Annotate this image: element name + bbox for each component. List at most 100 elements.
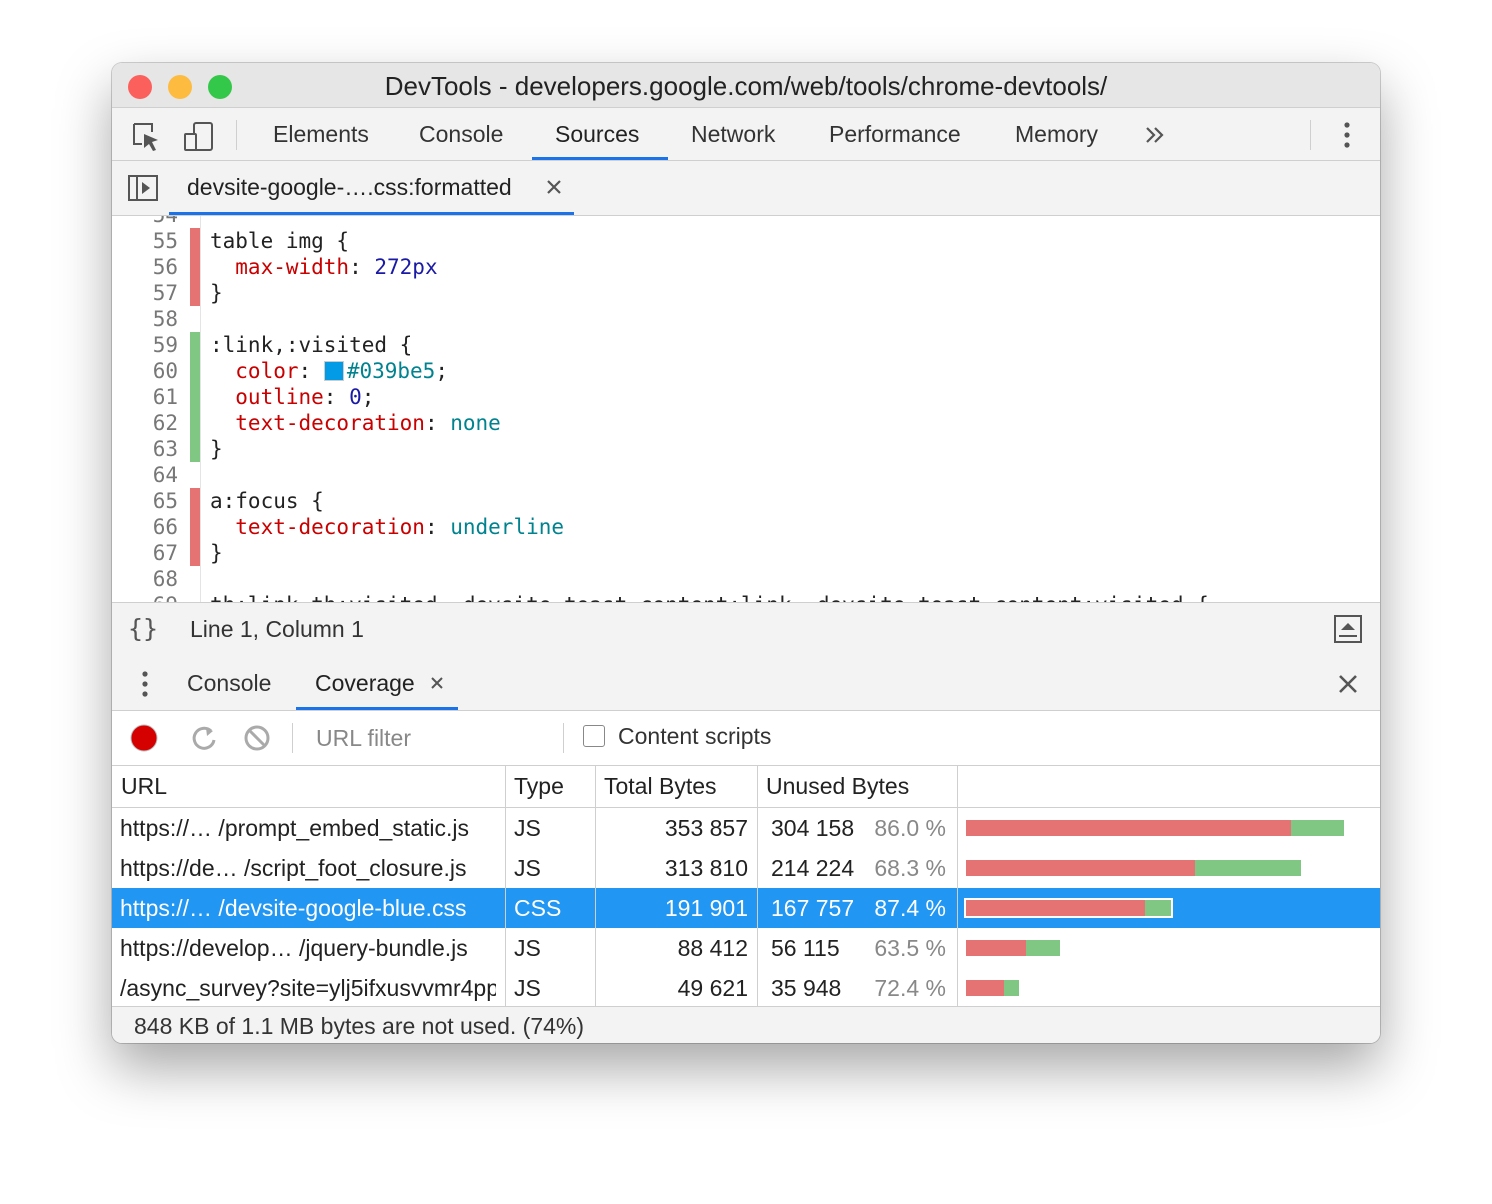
- coverage-marker: [190, 332, 200, 358]
- toolbar-icons: [133, 122, 213, 151]
- used-segment: [1025, 940, 1061, 956]
- coverage-marker: [190, 254, 200, 280]
- line-number: 57: [152, 281, 178, 305]
- type-cell: JS: [514, 975, 541, 1001]
- line-number: 68: [152, 567, 178, 591]
- column-header[interactable]: Type: [514, 773, 564, 799]
- type-cell: JS: [514, 815, 541, 841]
- gutter-border: [200, 216, 201, 602]
- unused-bytes-cell: 304 158: [771, 815, 855, 841]
- coverage-marker: [190, 410, 200, 436]
- usage-bar: [964, 898, 1173, 918]
- clear-button[interactable]: [244, 725, 270, 751]
- color-swatch[interactable]: [323, 361, 344, 381]
- code-token: underline: [450, 515, 565, 539]
- separator: [563, 723, 564, 753]
- column-header[interactable]: URL: [121, 773, 168, 799]
- usage-bar: [966, 980, 1019, 996]
- coverage-marker: [190, 280, 200, 306]
- url-filter[interactable]: URL filter: [316, 725, 411, 751]
- line-number: 63: [152, 437, 178, 461]
- window-title: DevTools - developers.google.com/web/too…: [384, 71, 1108, 101]
- total-bytes-cell: 49 621: [677, 975, 748, 1001]
- column-header[interactable]: Total Bytes: [604, 773, 717, 799]
- column-divider: [595, 766, 596, 1006]
- coverage-summary: 848 KB of 1.1 MB bytes are not used. (74…: [134, 1013, 585, 1039]
- coverage-marker: [190, 540, 200, 566]
- navigator-toggle[interactable]: [128, 175, 158, 201]
- close-button[interactable]: [128, 75, 152, 99]
- separator: [1310, 120, 1311, 150]
- reload-arrow: [206, 728, 213, 736]
- devtools-window: DevTools - developers.google.com/web/too…: [112, 63, 1380, 1043]
- table-row[interactable]: /async_survey?site=ylj5ifxusvvmr4pp6ae5l…: [112, 968, 1380, 1008]
- zoom-button[interactable]: [208, 75, 232, 99]
- unused-segment: [966, 860, 1195, 876]
- column-divider: [757, 766, 758, 1006]
- coverage-marker: [190, 358, 200, 384]
- column-divider: [505, 766, 506, 1006]
- drawer-close[interactable]: [1338, 674, 1358, 694]
- line-number: 62: [152, 411, 178, 435]
- code-token: outline: [210, 385, 324, 409]
- total-bytes-cell: 88 412: [677, 935, 748, 961]
- panel-tab[interactable]: Console: [419, 121, 504, 147]
- code-token: :: [424, 411, 451, 435]
- type-cell: JS: [514, 855, 541, 881]
- table-row[interactable]: https://… /devsite-google-blue.css CSS 191…: [112, 888, 1380, 928]
- code-token: :: [424, 515, 451, 539]
- table-row[interactable]: https://develop… /jquery-bundle.js JS 88 4…: [112, 928, 1380, 968]
- url-cell: https://… /devsite-google-blue.css: [120, 895, 467, 921]
- table-row[interactable]: https://… /prompt_embed_static.js JS 353 8…: [112, 808, 1380, 848]
- menu-icon[interactable]: [1342, 120, 1352, 150]
- line-number: 65: [152, 489, 178, 513]
- unused-percent-cell: 86.0 %: [874, 815, 946, 841]
- file-tab-close[interactable]: [546, 179, 562, 195]
- drawer-toggle[interactable]: [1334, 615, 1362, 643]
- url-cell: https://… /prompt_embed_static.js: [120, 815, 469, 841]
- drawer-tab[interactable]: Coverage: [315, 670, 415, 696]
- unused-bytes-cell: 56 115: [771, 935, 840, 961]
- coverage-controls: [130, 724, 270, 752]
- coverage-tab-close[interactable]: [430, 676, 444, 690]
- window-controls: [128, 75, 232, 99]
- code-token: :: [349, 255, 375, 279]
- inspect-icon[interactable]: [133, 123, 153, 145]
- file-tab[interactable]: devsite-google-….css:formatted: [187, 174, 512, 200]
- code-line: table img {: [210, 228, 349, 254]
- panel-tab[interactable]: Memory: [1015, 121, 1099, 147]
- line-number: 56: [152, 255, 178, 279]
- content-scripts-checkbox[interactable]: [583, 725, 605, 747]
- unused-segment: [966, 820, 1291, 836]
- coverage-table: URL Type Total Bytes Unused Bytes https://… …: [112, 766, 1380, 1008]
- panel-tab[interactable]: Sources: [555, 121, 640, 147]
- code-token: #039be5: [346, 359, 436, 383]
- drawer-tab[interactable]: Console: [187, 670, 272, 696]
- code-token: }: [210, 541, 223, 565]
- type-cell: JS: [514, 935, 541, 961]
- inspect-cursor: [144, 134, 158, 151]
- reload-button[interactable]: [192, 726, 216, 750]
- code-line: }: [210, 540, 223, 566]
- panel-tab[interactable]: Network: [691, 121, 776, 147]
- coverage-marker: [190, 228, 200, 254]
- column-header[interactable]: Unused Bytes: [766, 773, 910, 799]
- pretty-print-button[interactable]: {}: [128, 614, 159, 643]
- code-token: color: [210, 359, 299, 383]
- line-number: 59: [152, 333, 178, 357]
- line-number: 67: [152, 541, 178, 565]
- drawer-menu-icon[interactable]: [140, 669, 150, 699]
- code-line: text-decoration: none: [210, 410, 501, 436]
- more-tabs-icon[interactable]: [1143, 124, 1167, 146]
- panel-tab[interactable]: Performance: [829, 121, 961, 147]
- usage-bar: [966, 820, 1344, 836]
- code-token: }: [210, 281, 223, 305]
- code-line: text-decoration: underline: [210, 514, 564, 540]
- table-header: [112, 766, 1380, 808]
- record-button[interactable]: [130, 724, 158, 752]
- content-scripts-label[interactable]: Content scripts: [618, 723, 772, 749]
- table-row[interactable]: https://de… /script_foot_closure.js JS 313…: [112, 848, 1380, 888]
- line-number: 69: [112, 592, 178, 602]
- minimize-button[interactable]: [168, 75, 192, 99]
- panel-tab[interactable]: Elements: [273, 121, 369, 147]
